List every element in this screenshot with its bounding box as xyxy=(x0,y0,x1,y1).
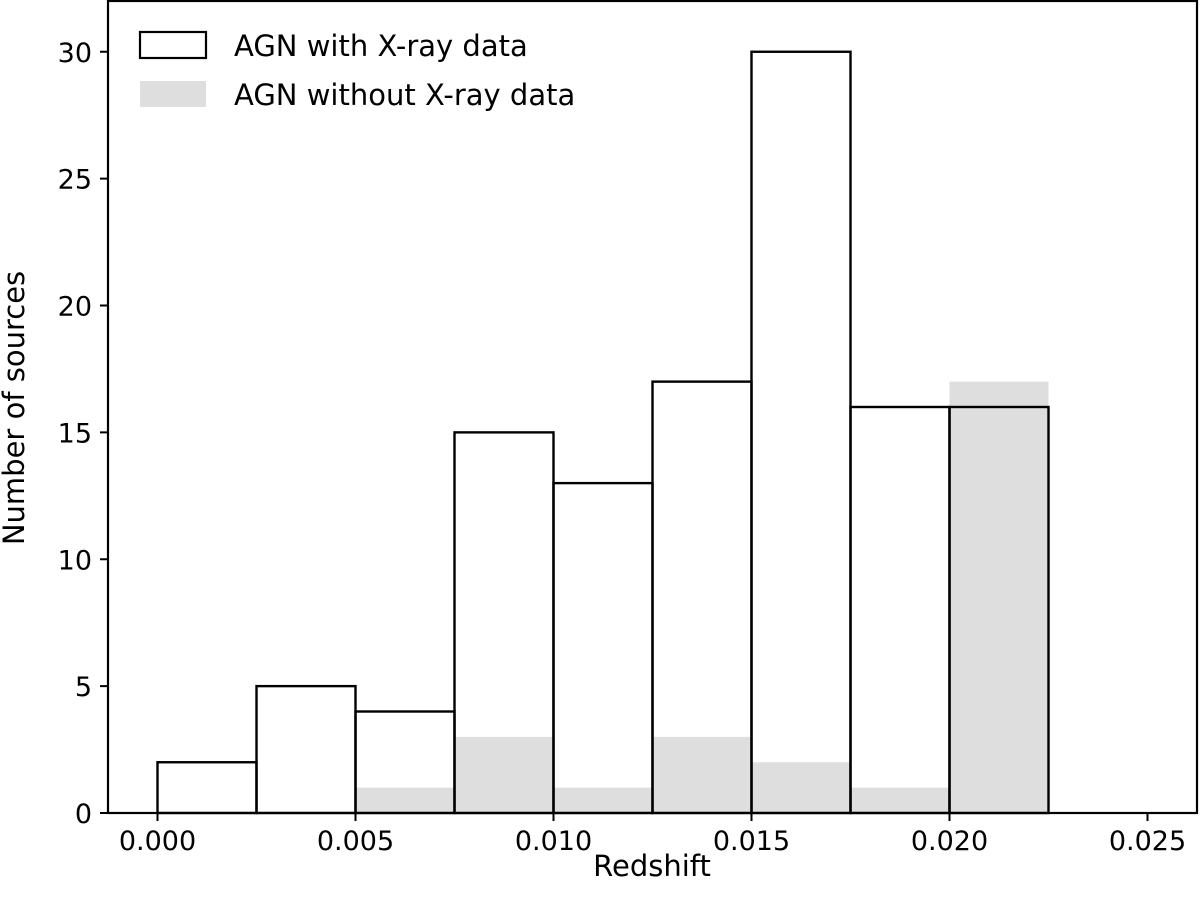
legend-label-without-xray: AGN without X-ray data xyxy=(234,78,575,112)
legend: AGN with X-ray data AGN without X-ray da… xyxy=(138,29,575,112)
x-tick-label: 0.010 xyxy=(515,826,592,857)
series-with-xray-bars xyxy=(156,50,1050,815)
bar-without-xray xyxy=(751,762,851,813)
x-tick-label: 0.005 xyxy=(317,826,394,857)
bar-with-xray xyxy=(750,50,852,815)
y-tick-label: 5 xyxy=(75,672,92,703)
x-tick-label: 0.020 xyxy=(911,826,988,857)
bar-with-xray xyxy=(156,761,258,815)
bar-without-xray xyxy=(850,787,950,813)
legend-swatch-without-xray xyxy=(140,81,206,107)
x-tick-label: 0.000 xyxy=(119,826,196,857)
legend-label-with-xray: AGN with X-ray data xyxy=(234,29,528,63)
x-tick-label: 0.015 xyxy=(713,826,790,857)
x-tick-label: 0.025 xyxy=(1109,826,1186,857)
bar-without-xray xyxy=(553,787,653,813)
bar-without-xray xyxy=(454,736,554,813)
y-tick-label: 10 xyxy=(58,545,92,576)
y-tick-label: 20 xyxy=(58,292,92,323)
series-without-xray-bars xyxy=(355,381,1049,813)
y-axis-label: Number of sources xyxy=(0,271,31,545)
plot-frame xyxy=(106,0,1199,815)
y-tick-label: 25 xyxy=(58,165,92,196)
bar-with-xray xyxy=(849,405,951,815)
x-axis: 0.000 0.005 0.010 0.015 0.020 0.025 xyxy=(119,813,1186,857)
x-axis-label: Redshift xyxy=(593,849,711,883)
y-tick-label: 0 xyxy=(75,799,92,830)
y-axis: 0 5 10 15 20 25 30 xyxy=(58,38,108,830)
y-tick-label: 15 xyxy=(58,418,92,449)
legend-swatch-with-xray xyxy=(138,30,208,60)
y-tick-label: 30 xyxy=(58,38,92,69)
bar-without-xray xyxy=(949,381,1049,813)
bar-with-xray xyxy=(255,684,357,815)
bar-without-xray xyxy=(355,787,455,813)
bar-without-xray xyxy=(652,736,752,813)
bar-with-xray xyxy=(552,481,654,815)
